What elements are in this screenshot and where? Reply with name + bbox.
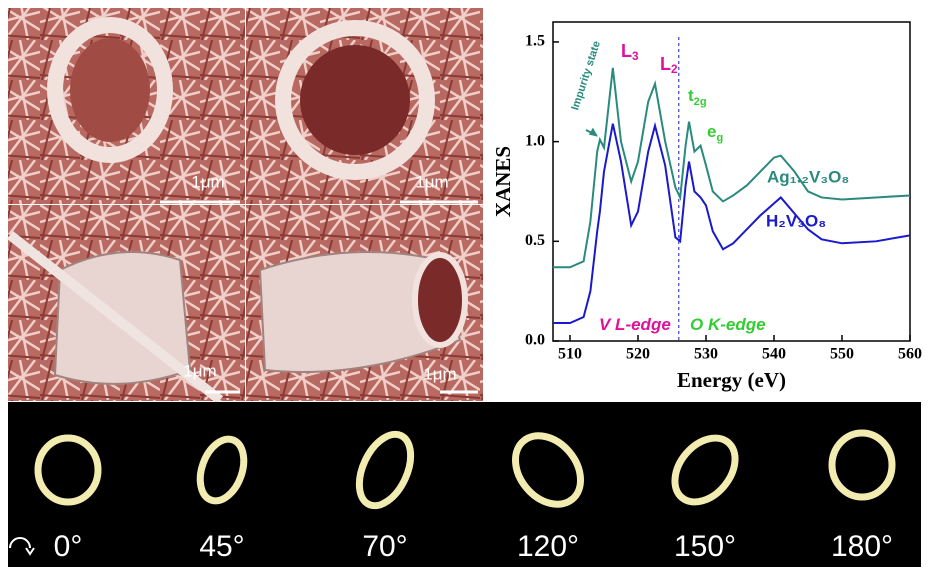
sem-images (8, 8, 483, 401)
x-tick-label: 530 (694, 346, 718, 363)
angle-label: 180° (831, 530, 893, 563)
series-line (553, 68, 910, 267)
angle-label: 0° (54, 530, 83, 563)
rotation-strip (8, 402, 921, 567)
x-tick-label: 550 (830, 346, 854, 363)
annotation-text: L (660, 54, 671, 74)
x-tick-label: 540 (762, 346, 786, 363)
angle-label: 45° (199, 530, 244, 563)
y-tick-label: 1.0 (525, 132, 545, 149)
y-tick-label: 0.5 (525, 232, 545, 249)
annotation-sub: g (716, 132, 723, 144)
annotation-text: O K-edge (690, 315, 766, 334)
annotation: Impurity state (569, 40, 603, 112)
annotation-sub: 2g (694, 96, 707, 108)
y-tick-label: 0.0 (525, 332, 545, 349)
scale-label: 1μm (415, 172, 448, 191)
annotation-sub: 3 (632, 50, 639, 63)
angle-label: 120° (517, 530, 579, 563)
plot-frame (553, 22, 910, 341)
annotation-text: Impurity state (569, 40, 603, 112)
angle-label: 150° (674, 530, 736, 563)
annotation: eg (707, 122, 723, 143)
y-axis-title: XANES (491, 146, 515, 217)
annotation: t2g (688, 86, 707, 107)
annotation-text: L (621, 41, 632, 61)
annotation: L3 (621, 41, 639, 63)
annotation-text: V L-edge (599, 315, 671, 334)
scale-label: 1μm (423, 364, 456, 383)
x-tick-label: 520 (626, 346, 650, 363)
annotation-text: e (707, 122, 716, 141)
x-axis-title: Energy (eV) (677, 368, 786, 392)
x-tick-label: 560 (898, 346, 922, 363)
figure: 1μm 1μm 1μm 1μm 510 520 530 540 550 560 0.0 0.5 1.0… (0, 0, 929, 567)
annotation: V L-edge (599, 315, 671, 334)
annotation: L2 (660, 54, 678, 76)
x-tick-label: 510 (558, 346, 582, 363)
series-label: H₂V₃O₈ (766, 211, 826, 230)
scale-label: 1μm (191, 172, 224, 191)
series-label: Ag₁.₂V₃O₈ (767, 167, 849, 186)
annotation-sub: 2 (671, 63, 678, 76)
series-line (553, 124, 910, 323)
scale-label: 1μm (183, 361, 216, 380)
y-tick-label: 1.5 (525, 33, 545, 50)
angle-label: 70° (362, 530, 407, 563)
annotation: O K-edge (690, 315, 766, 334)
